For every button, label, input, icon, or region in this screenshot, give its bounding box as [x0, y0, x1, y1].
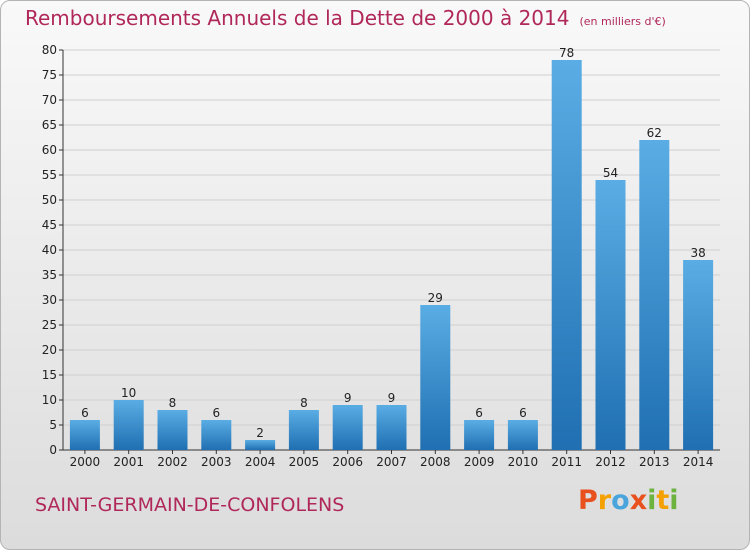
bar — [420, 305, 451, 450]
y-tick-label: 70 — [42, 93, 57, 107]
y-tick-label: 50 — [42, 193, 57, 207]
bar — [113, 400, 144, 450]
y-tick-label: 45 — [42, 218, 57, 232]
bar-value-label: 10 — [121, 386, 136, 400]
x-tick-label: 2008 — [420, 455, 451, 469]
x-tick-label: 2013 — [639, 455, 670, 469]
x-tick-label: 2007 — [376, 455, 407, 469]
bar — [245, 440, 276, 450]
y-tick-label: 60 — [42, 143, 57, 157]
bar-value-label: 62 — [647, 126, 662, 140]
bar-value-label: 6 — [212, 406, 220, 420]
bar — [376, 405, 407, 450]
bar-value-label: 2 — [256, 426, 264, 440]
x-tick-label: 2014 — [683, 455, 714, 469]
commune-name: SAINT-GERMAIN-DE-CONFOLENS — [35, 494, 345, 516]
bar-value-label: 9 — [388, 391, 396, 405]
x-tick-label: 2012 — [595, 455, 626, 469]
x-tick-label: 2000 — [70, 455, 101, 469]
bar — [69, 420, 100, 450]
x-tick-label: 2005 — [289, 455, 320, 469]
y-tick-label: 80 — [42, 43, 57, 57]
y-tick-label: 0 — [49, 443, 57, 457]
x-tick-label: 2010 — [508, 455, 539, 469]
y-tick-label: 20 — [42, 343, 57, 357]
x-tick-label: 2006 — [332, 455, 363, 469]
y-tick-label: 65 — [42, 118, 57, 132]
y-tick-label: 40 — [42, 243, 57, 257]
proxiti-logo: Proxiti — [578, 485, 679, 516]
bar — [288, 410, 319, 450]
bar-value-label: 9 — [344, 391, 352, 405]
y-tick-label: 75 — [42, 68, 57, 82]
bar-value-label: 8 — [169, 396, 177, 410]
x-tick-label: 2009 — [464, 455, 495, 469]
bar — [507, 420, 538, 450]
bar-value-label: 54 — [603, 166, 618, 180]
bar-value-label: 6 — [519, 406, 527, 420]
bar — [201, 420, 232, 450]
y-tick-label: 35 — [42, 268, 57, 282]
bar-value-label: 78 — [559, 46, 574, 60]
bar — [332, 405, 363, 450]
bar — [464, 420, 495, 450]
bar-value-label: 38 — [690, 246, 705, 260]
bar-value-label: 8 — [300, 396, 308, 410]
bar-value-label: 6 — [475, 406, 483, 420]
bar — [683, 260, 714, 450]
title-main: Remboursements Annuels de la Dette de 20… — [25, 6, 570, 30]
x-tick-label: 2003 — [201, 455, 232, 469]
bar-value-label: 6 — [81, 406, 89, 420]
x-tick-label: 2001 — [113, 455, 144, 469]
y-tick-label: 15 — [42, 368, 57, 382]
y-tick-label: 30 — [42, 293, 57, 307]
bar — [595, 180, 626, 450]
y-tick-label: 25 — [42, 318, 57, 332]
y-tick-label: 55 — [42, 168, 57, 182]
bar-value-label: 29 — [428, 291, 443, 305]
bar — [639, 140, 670, 450]
title-unit: (en milliers d'€) — [579, 15, 666, 28]
x-tick-label: 2002 — [157, 455, 188, 469]
bar — [551, 60, 582, 450]
y-tick-label: 5 — [49, 418, 57, 432]
bar — [157, 410, 188, 450]
x-tick-label: 2004 — [245, 455, 276, 469]
chart-title: Remboursements Annuels de la Dette de 20… — [25, 6, 666, 30]
y-tick-label: 10 — [42, 393, 57, 407]
x-tick-label: 2011 — [551, 455, 582, 469]
